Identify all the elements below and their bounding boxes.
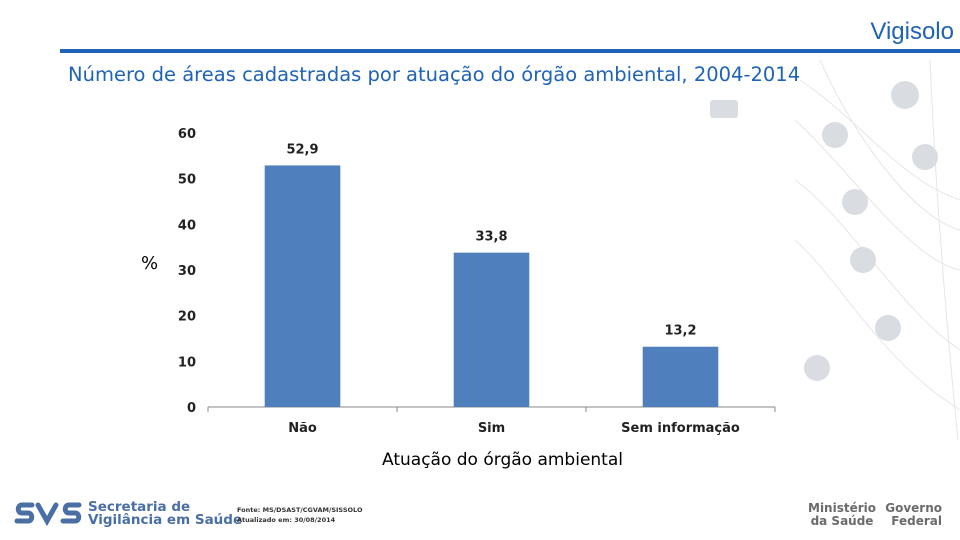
decorative-background [710,60,960,440]
svs-line-2: Vigilância em Saúde [88,512,243,528]
ministry-line-1: Ministério [808,501,877,515]
data-label: 33,8 [475,230,507,245]
building-icon [912,144,938,170]
y-axis-label: % [141,253,159,274]
y-tick-label: 10 [178,355,196,370]
chart-title: Número de áreas cadastradas por atuação … [68,63,801,86]
gov-line-1: Governo [885,501,942,515]
svs-line-1: Secretaria de [88,499,191,515]
category-label: Sim [478,421,505,436]
bar [264,165,341,407]
header-divider [60,49,960,53]
x-axis-label: Atuação do órgão ambiental [382,450,623,470]
updated-line: Atualizado em: 30/08/2014 [237,516,336,524]
svs-logo [14,502,82,526]
ministry-logo: Ministério da Saúde [808,502,876,528]
brand-title: Vigisolo [870,18,954,45]
y-tick-label: 50 [178,173,196,188]
category-label: Sem informação [621,421,740,436]
category-label: Não [288,421,317,436]
y-tick-label: 40 [178,218,196,233]
bar [453,252,530,407]
government-logo: Governo Federal [884,502,942,528]
person-icon [850,247,876,273]
lungs-icon [842,189,868,215]
y-tick-label: 20 [178,310,196,325]
gov-line-2: Federal [891,514,942,528]
y-tick-label: 30 [178,264,196,279]
people-icon [804,355,830,381]
svs-name: Secretaria de Vigilância em Saúde [88,499,243,528]
y-tick-label: 60 [178,127,196,142]
ministry-line-2: da Saúde [810,514,874,528]
animal-icon [875,315,901,341]
monitor-icon [710,100,738,118]
data-label: 52,9 [286,142,318,157]
data-label: 13,2 [664,324,696,339]
bar-chart: 0 10 20 30 40 50 60 52,9 Não 33,8 Sim 13,2 Sem infor… [178,127,776,436]
mosquito-icon [822,122,848,148]
tool-icon [891,81,919,109]
y-tick-label: 0 [187,401,196,416]
bar [642,346,719,407]
source-line: Fonte: MS/DSAST/CGVAM/SISSOLO [237,506,363,514]
source-note: Fonte: MS/DSAST/CGVAM/SISSOLO Atualizado… [237,505,362,525]
